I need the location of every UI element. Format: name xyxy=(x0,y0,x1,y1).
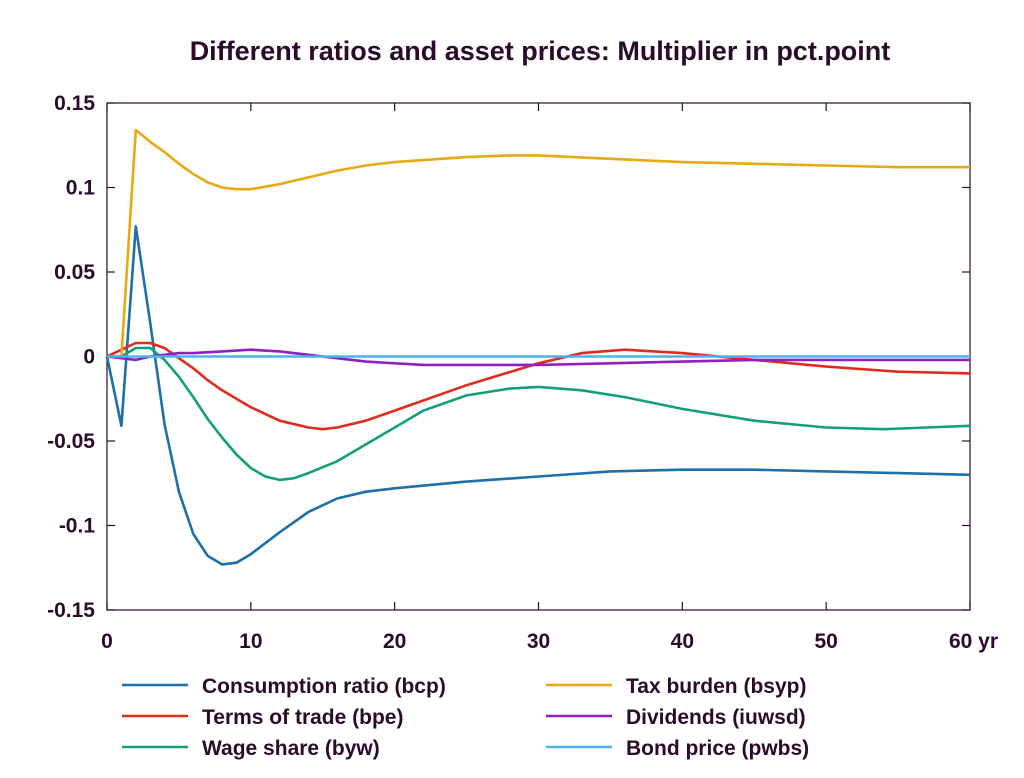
series-line-5 xyxy=(106,348,970,367)
x-tick-label: 60 yr xyxy=(949,630,998,653)
legend-label-5: Dividends (iuwsd) xyxy=(626,706,806,729)
legend-label-1: Consumption ratio (bcp) xyxy=(202,675,446,698)
y-tick-label: 0.1 xyxy=(66,177,96,200)
series-line-1 xyxy=(105,225,971,566)
series-line-4 xyxy=(107,128,970,358)
y-tick-label: 0.15 xyxy=(54,92,95,115)
y-tick-label: 0 xyxy=(83,346,95,369)
x-tick-label: 10 xyxy=(239,630,262,653)
legend-label-2: Terms of trade (bpe) xyxy=(202,706,403,729)
x-tick-label: 0 xyxy=(101,630,113,653)
x-tick-label: 50 xyxy=(814,630,837,653)
chart-title: Different ratios and asset prices: Multi… xyxy=(190,36,891,66)
legend-label-3: Wage share (byw) xyxy=(202,737,380,760)
series-lines xyxy=(105,128,971,566)
x-tick-label: 30 xyxy=(527,630,550,653)
series-line-2 xyxy=(106,341,971,431)
legend-label-6: Bond price (pwbs) xyxy=(626,737,809,760)
legend: Consumption ratio (bcp) Terms of trade (b… xyxy=(122,675,809,760)
series-line-3 xyxy=(107,346,971,482)
y-tick-label: 0.05 xyxy=(54,261,95,284)
x-tick-label: 40 xyxy=(671,630,694,653)
x-tick-label: 20 xyxy=(383,630,406,653)
y-tick-label: -0.15 xyxy=(47,599,95,622)
axes: 0.15 0.1 0.05 0 -0.05 -0.1 -0.15 0 10 20 30 40 50 60 … xyxy=(47,92,998,653)
y-tick-label: -0.05 xyxy=(47,430,95,453)
legend-label-4: Tax burden (bsyp) xyxy=(626,675,806,698)
y-tick-label: -0.1 xyxy=(59,515,96,538)
